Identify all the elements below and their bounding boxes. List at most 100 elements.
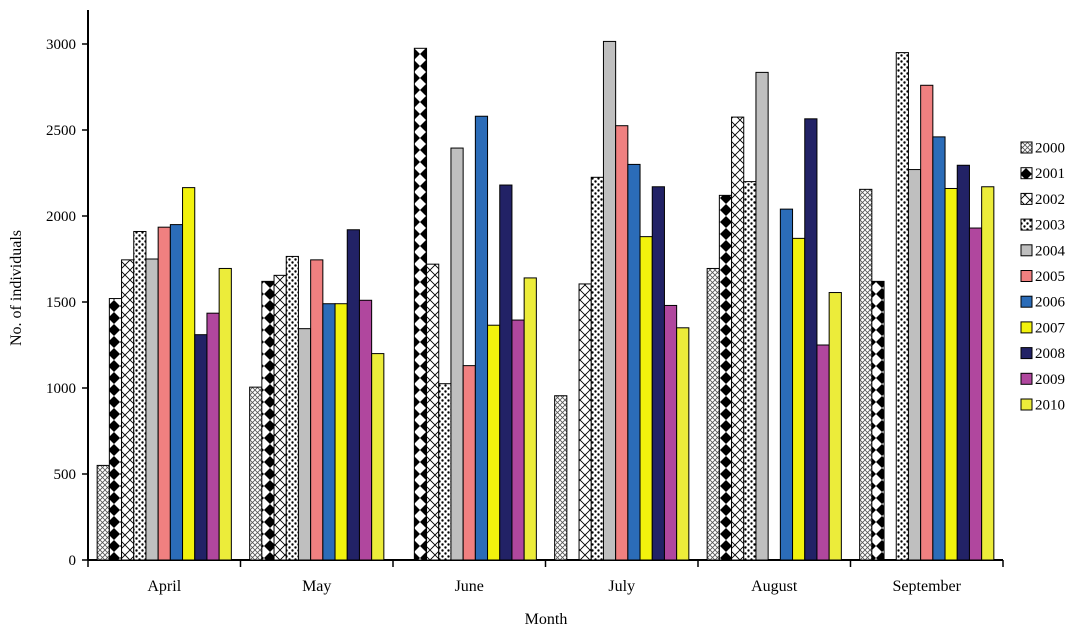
bar-2007-april bbox=[182, 187, 196, 561]
bar-2002-june bbox=[426, 263, 440, 561]
legend-label-2006: 2006 bbox=[1035, 295, 1066, 311]
bar-2002-may bbox=[273, 274, 287, 561]
bar-2008-may bbox=[346, 229, 360, 561]
bar-2004-april bbox=[145, 258, 159, 561]
y-tick-label: 2500 bbox=[46, 123, 76, 139]
y-tick-label: 1500 bbox=[46, 295, 76, 311]
bar-2007-july bbox=[639, 236, 653, 561]
axes bbox=[82, 10, 1004, 567]
bar-2008-june bbox=[499, 184, 513, 561]
bar-2004-july bbox=[602, 40, 617, 561]
bar-2010-june bbox=[523, 277, 537, 561]
bar-2006-august bbox=[779, 208, 794, 561]
legend-swatch-2002 bbox=[1020, 192, 1033, 205]
bar-2002-july bbox=[578, 283, 592, 561]
bars-group bbox=[96, 40, 995, 561]
legend-label-2001: 2001 bbox=[1035, 166, 1065, 182]
bar-2004-august bbox=[755, 71, 769, 561]
bar-2000-april bbox=[96, 464, 110, 561]
bar-2009-august bbox=[816, 344, 830, 561]
bar-2005-july bbox=[615, 125, 629, 561]
legend: 2000 2001 2002 2003 2004 2005 2006 2007 2008 2009… bbox=[1020, 141, 1066, 414]
legend-swatch-2003 bbox=[1020, 218, 1033, 231]
bar-2003-july bbox=[590, 176, 604, 561]
y-axis-title: No. of individuals bbox=[8, 230, 25, 346]
bar-2001-april bbox=[108, 298, 123, 561]
bar-2001-june bbox=[413, 47, 428, 561]
bar-2009-september bbox=[968, 227, 983, 561]
bar-2009-april bbox=[206, 312, 220, 561]
bar-2010-july bbox=[676, 327, 690, 561]
bar-2008-september bbox=[956, 164, 970, 561]
labels-group: 0 500 1000 1500 2000 2500 3000 April May June July… bbox=[46, 37, 962, 595]
bar-2006-june bbox=[474, 115, 489, 561]
y-tick-label: 1000 bbox=[46, 381, 76, 397]
bar-2007-august bbox=[792, 237, 806, 561]
bar-2006-september bbox=[932, 136, 946, 561]
legend-label-2009: 2009 bbox=[1035, 372, 1065, 388]
legend-label-2004: 2004 bbox=[1035, 243, 1066, 259]
y-tick-label: 3000 bbox=[46, 37, 76, 53]
bar-2000-may bbox=[249, 386, 263, 561]
bar-2009-june bbox=[511, 319, 525, 561]
bar-2009-july bbox=[663, 304, 678, 561]
y-tick-label: 500 bbox=[54, 467, 77, 483]
legend-label-2005: 2005 bbox=[1035, 269, 1065, 285]
bar-2003-june bbox=[438, 383, 452, 561]
bar-2005-may bbox=[310, 259, 324, 561]
x-tick-label: August bbox=[751, 578, 798, 595]
bar-2008-july bbox=[651, 186, 665, 561]
legend-label-2008: 2008 bbox=[1035, 346, 1065, 362]
bar-2006-may bbox=[322, 303, 336, 561]
x-axis-title: Month bbox=[525, 611, 568, 628]
bar-2008-april bbox=[194, 334, 208, 561]
legend-label-2007: 2007 bbox=[1035, 320, 1066, 336]
bar-2009-may bbox=[358, 299, 373, 561]
legend-label-2000: 2000 bbox=[1035, 141, 1065, 157]
bar-2008-august bbox=[804, 118, 818, 561]
bar-2002-april bbox=[121, 259, 135, 561]
x-tick-label: May bbox=[302, 578, 331, 595]
y-tick-label: 0 bbox=[69, 553, 77, 569]
legend-swatch-2010 bbox=[1020, 398, 1033, 411]
legend-swatch-2009 bbox=[1020, 372, 1033, 385]
bar-2000-august bbox=[706, 267, 720, 561]
bar-2003-april bbox=[133, 230, 147, 561]
bar-2010-august bbox=[828, 292, 842, 561]
x-tick-label: April bbox=[147, 578, 181, 595]
bar-2007-june bbox=[487, 324, 501, 561]
bar-2002-august bbox=[731, 116, 745, 561]
bar-2003-september bbox=[895, 52, 909, 561]
x-tick-label: June bbox=[455, 578, 484, 595]
x-tick-label: July bbox=[608, 578, 635, 595]
legend-swatch-2006 bbox=[1020, 295, 1033, 308]
bar-2003-may bbox=[285, 255, 299, 561]
bar-2010-may bbox=[371, 353, 385, 561]
bar-2000-july bbox=[554, 395, 568, 561]
legend-swatch-2000 bbox=[1020, 141, 1033, 154]
legend-label-2010: 2010 bbox=[1035, 398, 1065, 414]
bar-2007-september bbox=[944, 187, 958, 561]
bar-2010-september bbox=[981, 186, 995, 561]
bar-2005-april bbox=[157, 226, 171, 561]
bar-2006-april bbox=[169, 224, 184, 561]
bar-2004-may bbox=[297, 328, 312, 561]
legend-swatch-2008 bbox=[1020, 347, 1033, 360]
legend-swatch-2001 bbox=[1020, 167, 1033, 180]
bar-2004-june bbox=[450, 147, 464, 561]
legend-swatch-2007 bbox=[1020, 321, 1033, 334]
bar-2005-september bbox=[920, 84, 934, 561]
legend-swatch-2005 bbox=[1020, 270, 1033, 282]
bar-2005-june bbox=[462, 365, 476, 561]
bar-2010-april bbox=[218, 267, 232, 561]
bar-2001-september bbox=[871, 280, 885, 561]
x-tick-label: September bbox=[893, 578, 962, 595]
bar-2000-september bbox=[859, 188, 873, 561]
legend-label-2003: 2003 bbox=[1035, 218, 1065, 234]
legend-swatch-2004 bbox=[1020, 244, 1033, 257]
bar-2001-may bbox=[261, 280, 275, 561]
bar-2007-may bbox=[334, 303, 348, 561]
y-tick-label: 2000 bbox=[46, 209, 76, 225]
